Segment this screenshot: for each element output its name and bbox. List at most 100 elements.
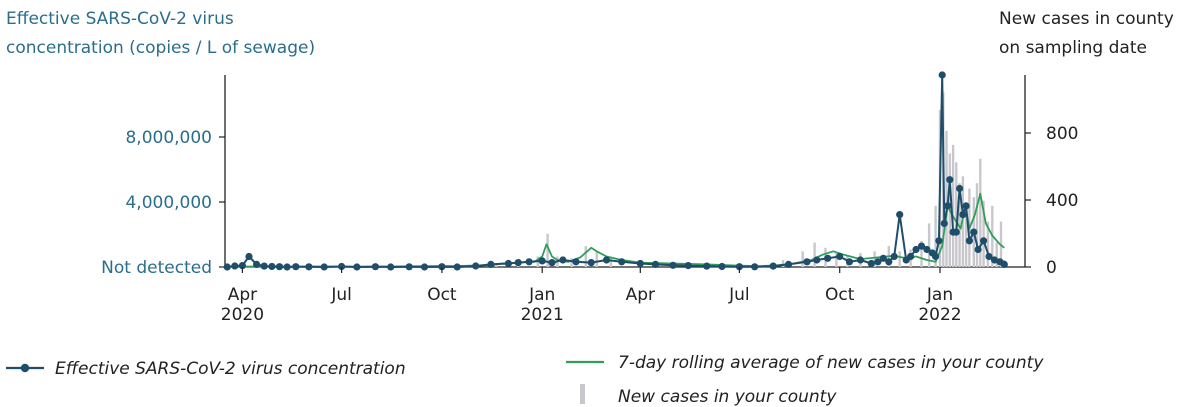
concentration-point xyxy=(803,258,811,266)
concentration-point xyxy=(959,211,967,219)
left-axis-title-line1: Effective SARS-CoV-2 virus xyxy=(6,9,234,29)
new-cases-bar xyxy=(982,200,985,267)
concentration-point xyxy=(935,237,943,245)
right-axis-title-line1: New cases in county xyxy=(999,9,1174,29)
concentration-point xyxy=(438,263,446,271)
concentration-point xyxy=(932,252,940,261)
concentration-point xyxy=(956,184,964,193)
new-cases-bar xyxy=(958,183,961,267)
new-cases-bar xyxy=(546,233,549,267)
new-cases-bar xyxy=(986,221,990,267)
new-cases-bar xyxy=(920,240,923,267)
concentration-point xyxy=(618,258,626,266)
concentration-point xyxy=(245,252,253,261)
concentration-point xyxy=(890,252,898,261)
new-cases-bar xyxy=(898,251,901,267)
new-cases-bar xyxy=(584,246,587,267)
concentration-point xyxy=(867,259,875,268)
concentration-point xyxy=(836,252,844,261)
concentration-point xyxy=(260,262,268,270)
concentration-point xyxy=(974,245,982,254)
left-tick-label: 8,000,000 xyxy=(125,128,212,148)
concentration-point xyxy=(669,261,677,269)
concentration-point xyxy=(572,258,580,266)
concentration-point xyxy=(879,254,887,262)
concentration-point xyxy=(813,256,821,264)
legend-rolling-label: 7-day rolling average of new cases in yo… xyxy=(618,353,1044,373)
concentration-point xyxy=(420,263,429,271)
concentration-point xyxy=(651,260,660,268)
legend: Effective SARS-CoV-2 virus concentration… xyxy=(6,353,1044,407)
concentration-point xyxy=(962,202,970,210)
new-cases-bar xyxy=(781,260,785,267)
x-tick-label: Apr xyxy=(228,285,257,305)
concentration-point xyxy=(453,263,461,271)
concentration-point xyxy=(923,245,931,254)
concentration-point xyxy=(784,260,793,268)
left-axis-title-line2: concentration (copies / L of sewage) xyxy=(6,38,315,58)
right-tick-label: 800 xyxy=(1046,124,1078,144)
concentration-point xyxy=(735,263,744,271)
concentration-point xyxy=(636,259,644,268)
concentration-point xyxy=(514,259,522,267)
left-tick-label: Not detected xyxy=(101,258,212,278)
legend-concentration-label: Effective SARS-CoV-2 virus concentration xyxy=(55,359,406,379)
new-cases-bar xyxy=(609,256,612,267)
concentration-point xyxy=(504,259,512,268)
x-tick-label: Jan xyxy=(528,285,555,305)
x-tick-label: Apr xyxy=(626,285,655,305)
new-cases-bar xyxy=(945,130,948,267)
concentration-point xyxy=(1000,260,1008,268)
legend-cases-label: New cases in your county xyxy=(618,387,837,407)
concentration-point xyxy=(965,237,974,245)
concentration-point xyxy=(283,263,291,271)
right-axis-title-line2: on sampling date xyxy=(999,38,1147,58)
new-cases-bar xyxy=(995,242,998,267)
concentration-point xyxy=(559,256,567,264)
concentration-point xyxy=(548,259,556,267)
concentration-point xyxy=(305,263,313,271)
concentration-point xyxy=(946,176,954,184)
concentration-point xyxy=(238,262,246,270)
concentration-point xyxy=(275,263,284,271)
x-tick-label: Jul xyxy=(728,285,750,305)
concentration-point xyxy=(912,245,920,254)
legend-cases-swatch xyxy=(580,384,585,404)
concentration-point xyxy=(985,252,993,261)
concentration-point xyxy=(896,211,904,219)
new-cases-bar xyxy=(975,183,979,267)
concentration-point xyxy=(371,263,379,271)
new-cases-bar xyxy=(495,263,498,267)
new-cases-bar xyxy=(801,251,804,267)
concentration-line xyxy=(227,74,1005,268)
left-tick-label: 4,000,000 xyxy=(125,193,212,213)
x-tick-year-label: 2021 xyxy=(521,305,564,325)
concentration-point xyxy=(320,263,328,271)
concentration-point xyxy=(940,219,948,227)
concentration-point xyxy=(952,228,960,236)
concentration-point xyxy=(538,257,546,265)
rolling-average-series xyxy=(227,192,1005,268)
x-tick-year-label: 2020 xyxy=(221,305,264,325)
concentration-point xyxy=(885,258,893,266)
concentration-point xyxy=(874,258,882,266)
new-cases-bar xyxy=(955,162,958,267)
concentration-point xyxy=(907,252,915,261)
concentration-point xyxy=(845,258,854,266)
concentration-point xyxy=(268,262,276,271)
new-cases-bar xyxy=(951,144,955,267)
right-tick-label: 400 xyxy=(1046,191,1078,211)
legend-concentration-marker xyxy=(20,363,30,373)
concentration-point xyxy=(703,262,711,270)
concentration-point xyxy=(856,256,865,264)
concentration-point xyxy=(718,262,726,271)
concentration-point xyxy=(253,260,261,268)
rolling-average-line xyxy=(227,192,1005,268)
concentration-point xyxy=(587,259,595,267)
new-cases-bar xyxy=(595,251,598,267)
concentration-point xyxy=(824,254,832,262)
concentration-point xyxy=(525,258,533,266)
concentration-point xyxy=(405,263,413,271)
